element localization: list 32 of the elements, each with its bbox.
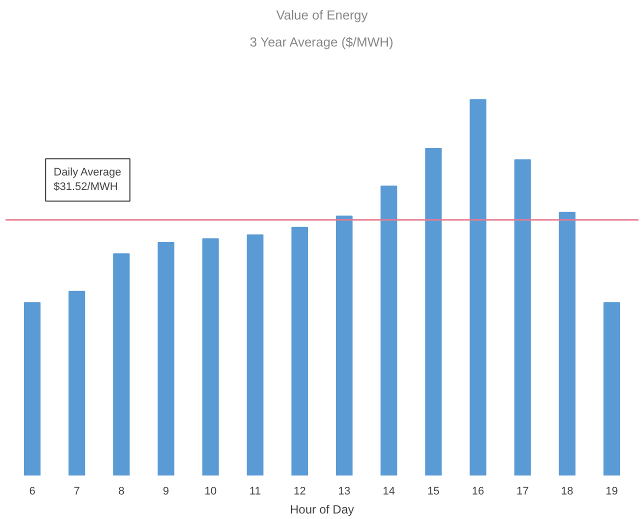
x-tick-label: 18 <box>561 486 574 498</box>
bar <box>291 226 308 476</box>
bar <box>68 290 86 476</box>
bar <box>558 212 576 476</box>
x-tick-label: 13 <box>338 486 350 498</box>
x-axis-title: Hour of Day <box>290 502 354 516</box>
x-tick-label: 12 <box>294 486 306 498</box>
bar <box>113 253 130 476</box>
x-tick-label: 16 <box>472 486 484 498</box>
bar <box>158 242 174 476</box>
bar <box>425 148 442 476</box>
ref-line-label: Daily Average $31.52/MWH <box>54 166 122 194</box>
bar <box>24 302 41 476</box>
x-tick-label: 8 <box>118 486 124 498</box>
x-tick-label: 11 <box>249 486 261 498</box>
bar <box>380 186 398 476</box>
x-tick-label: 10 <box>204 486 217 498</box>
chart-title: Value of Energy <box>276 8 368 22</box>
bar <box>470 99 486 476</box>
bar <box>336 216 353 476</box>
x-tick-label: 14 <box>382 486 395 498</box>
bar <box>202 238 219 476</box>
chart-subtitle: 3 Year Average ($/MWH) <box>250 34 394 50</box>
x-tick-label: 7 <box>74 486 80 498</box>
bar <box>603 302 620 476</box>
x-tick-label: 17 <box>516 486 529 498</box>
bar <box>246 234 264 476</box>
x-tick-label: 9 <box>162 486 170 498</box>
bar <box>514 159 531 476</box>
x-tick-label: 19 <box>606 486 618 498</box>
x-tick-label: 6 <box>29 486 36 498</box>
x-tick-label: 15 <box>427 486 440 498</box>
